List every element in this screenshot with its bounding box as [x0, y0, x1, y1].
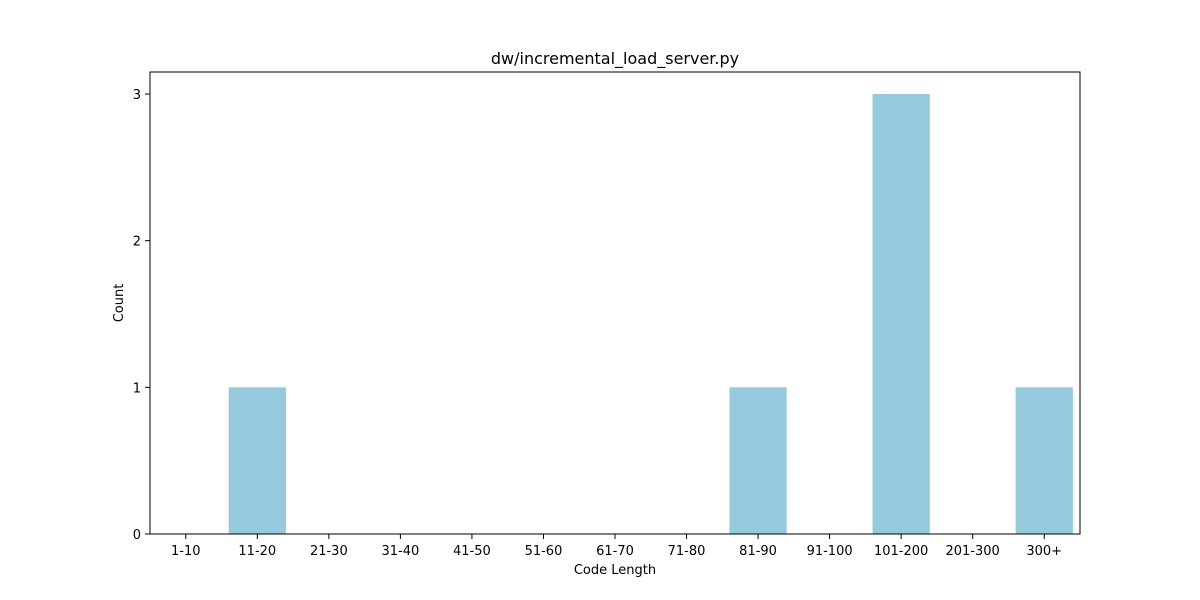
x-tick-label: 201-300 — [946, 544, 1000, 559]
x-tick-label: 11-20 — [238, 544, 276, 559]
y-tick-label: 1 — [133, 381, 141, 396]
x-tick-label: 91-100 — [807, 544, 853, 559]
x-tick-label: 101-200 — [874, 544, 928, 559]
x-axis-label: Code Length — [574, 563, 656, 578]
y-tick-label: 0 — [133, 528, 141, 543]
y-tick-label: 3 — [133, 88, 141, 103]
x-tick-label: 41-50 — [453, 544, 491, 559]
y-axis-label: Count — [112, 284, 127, 323]
bar-81-90 — [729, 387, 787, 534]
bars-group — [228, 94, 1073, 534]
x-tick-label: 31-40 — [381, 544, 419, 559]
x-tick-label: 81-90 — [739, 544, 777, 559]
bar-300+ — [1015, 387, 1073, 534]
chart-title: dw/incremental_load_server.py — [491, 49, 739, 69]
bar-11-20 — [228, 387, 286, 534]
x-tick-label: 300+ — [1026, 544, 1062, 559]
y-axis-ticks: 0 1 2 3 — [133, 88, 150, 543]
x-tick-label: 1-10 — [171, 544, 201, 559]
x-tick-label: 21-30 — [310, 544, 348, 559]
x-tick-label: 61-70 — [596, 544, 634, 559]
x-tick-label: 51-60 — [525, 544, 563, 559]
x-tick-label: 71-80 — [668, 544, 706, 559]
plot-frame — [149, 71, 1081, 535]
x-axis-ticks: 1-10 11-20 21-30 31-40 41-50 51-60 61-70 71-80 8… — [171, 534, 1062, 559]
bar-101-200 — [872, 94, 930, 534]
y-tick-label: 2 — [133, 235, 141, 250]
